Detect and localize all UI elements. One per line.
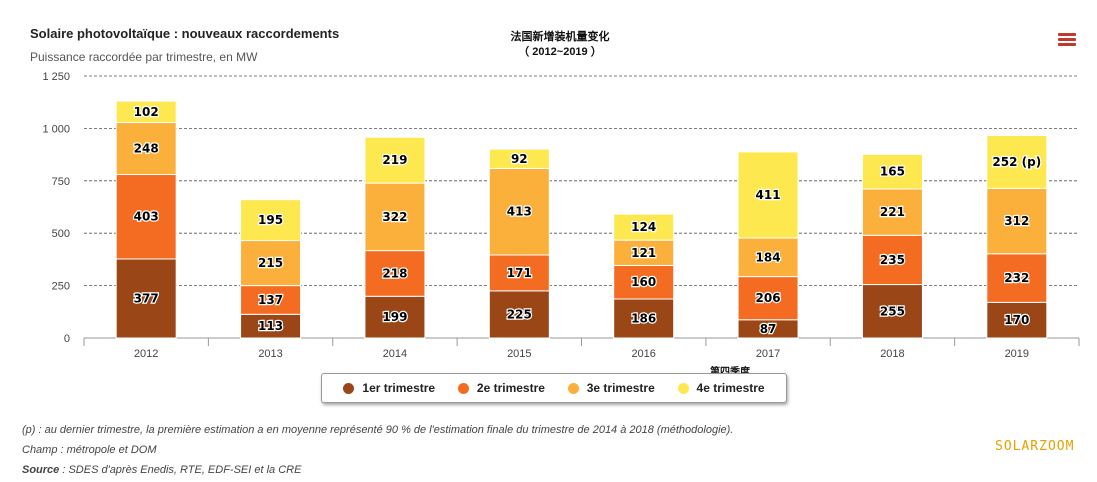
footnote-estimation: (p) : au dernier trimestre, la première … [22, 424, 734, 436]
source-label: Source [22, 464, 60, 476]
bar-data-label: 215 [258, 256, 283, 270]
x-tick-label: 2016 [631, 348, 655, 360]
bar-segment [737, 151, 799, 239]
bar-data-label: 186 [631, 312, 656, 326]
chinese-title: 法国新增装机量变化 （ 2012~2019 ） [460, 30, 660, 60]
bar-segment [613, 298, 675, 339]
legend-dot-q1 [343, 382, 355, 394]
bar-data-label: 219 [382, 153, 407, 167]
bar-segment [488, 167, 550, 256]
y-tick-label: 250 [52, 281, 70, 293]
chinese-title-line2: （ 2012~2019 ） [518, 46, 602, 58]
bar-segment [488, 254, 550, 292]
x-tick-label: 2019 [1005, 348, 1029, 360]
bar-data-label: 218 [382, 266, 407, 280]
x-tick-label: 2018 [880, 348, 904, 360]
bar-segment [240, 199, 302, 242]
y-tick-label: 500 [52, 228, 70, 240]
legend-label-q1: 1er trimestre [362, 381, 436, 395]
bar-segment [364, 250, 426, 297]
bar-segment [861, 153, 923, 190]
bar-data-label: 235 [880, 253, 905, 267]
legend-item-q3[interactable]: 3e trimestre [567, 381, 655, 395]
bar-data-label: 322 [382, 210, 407, 224]
bar-data-label: 221 [880, 205, 905, 219]
bar-segment [364, 182, 426, 252]
x-tick-label: 2012 [134, 348, 158, 360]
stacked-bar-chart: 0 250 500 750 1 000 1 250 2012 2013 2014 2015 2016… [42, 71, 1080, 360]
bar-data-label: 102 [134, 105, 159, 119]
chinese-title-line1: 法国新增装机量变化 [510, 31, 610, 43]
bar-data-label: 184 [756, 250, 781, 264]
legend-dot-q2 [457, 382, 469, 394]
bar-data-label: 171 [507, 266, 532, 280]
bar-data-label: 195 [258, 213, 283, 227]
bar-segment [115, 258, 177, 339]
legend-label-q2: 2e trimestre [476, 381, 545, 395]
bar-data-label: 312 [1004, 214, 1029, 228]
bar-data-label: 87 [760, 322, 777, 336]
bar-data-label: 92 [511, 152, 528, 166]
x-tick-label: 2013 [258, 348, 282, 360]
bar-data-label: 170 [1004, 313, 1029, 327]
bar-data-label: 411 [756, 188, 781, 202]
bar-data-label: 199 [382, 310, 407, 324]
bar-segment [115, 174, 177, 260]
bar-data-label: 124 [631, 220, 656, 234]
bar-segment [488, 148, 550, 169]
bar-segment [737, 237, 799, 278]
chart-subtitle: Puissance raccordée par trimestre, en MW [30, 50, 258, 64]
bar-data-label: 206 [756, 291, 781, 305]
x-tick-label: 2015 [507, 348, 531, 360]
bar-data-label: 137 [258, 293, 283, 307]
legend-dot-q4 [677, 382, 689, 394]
bar-segment [986, 135, 1048, 189]
bar-data-label: 225 [507, 307, 532, 321]
solarzoom-watermark: SOLARZOOM [995, 439, 1075, 454]
legend-label-q4: 4e trimestre [696, 381, 765, 395]
bar-segment [364, 295, 426, 339]
bar-segment [364, 136, 426, 184]
y-tick-label: 1 000 [42, 123, 70, 135]
bar-data-label: 255 [880, 304, 905, 318]
bar-segment [240, 285, 302, 315]
bar-data-label: 121 [631, 246, 656, 260]
bar-data-label: 248 [134, 142, 159, 156]
legend-item-q1[interactable]: 1er trimestre [343, 381, 435, 395]
bar-segment [613, 213, 675, 241]
quarter-annotation: 第四季度 [710, 363, 750, 378]
bar-segment [613, 239, 675, 266]
bar-data-label: 403 [134, 210, 159, 224]
bar-data-label: 252 (p) [992, 155, 1041, 169]
bar-data-label: 160 [631, 275, 656, 289]
y-tick-label: 1 250 [42, 71, 70, 83]
y-tick-label: 750 [52, 176, 70, 188]
x-tick-label: 2017 [756, 348, 780, 360]
legend-dot-q3 [567, 382, 579, 394]
bar-segment [115, 100, 177, 124]
x-tick-label: 2014 [383, 348, 407, 360]
source-text: : SDES d'après Enedis, RTE, EDF-SEI et l… [59, 464, 302, 476]
legend-item-q4[interactable]: 4e trimestre [677, 381, 765, 395]
footnote-scope: Champ : métropole et DOM [22, 444, 157, 456]
bar-segment [488, 290, 550, 339]
bar-data-label: 113 [258, 319, 283, 333]
bar-segment [240, 240, 302, 287]
hamburger-menu-icon[interactable] [1058, 33, 1076, 47]
legend-item-q2[interactable]: 2e trimestre [457, 381, 545, 395]
y-tick-label: 0 [64, 333, 70, 345]
bar-segment [861, 188, 923, 236]
bar-data-label: 413 [507, 205, 532, 219]
bar-data-label: 377 [134, 291, 159, 305]
footnote-source: Source : SDES d'après Enedis, RTE, EDF-S… [22, 460, 733, 480]
chart-title: Solaire photovoltaïque : nouveaux raccor… [30, 26, 340, 41]
legend-label-q3: 3e trimestre [586, 381, 655, 395]
bar-data-label: 165 [880, 165, 905, 179]
footnotes: (p) : au dernier trimestre, la première … [22, 420, 733, 480]
bar-segment [861, 234, 923, 286]
bar-segment [613, 264, 675, 300]
bar-segment [737, 276, 799, 321]
bar-data-label: 232 [1004, 271, 1029, 285]
chart-legend: 1er trimestre 2e trimestre 3e trimestre … [321, 373, 787, 403]
